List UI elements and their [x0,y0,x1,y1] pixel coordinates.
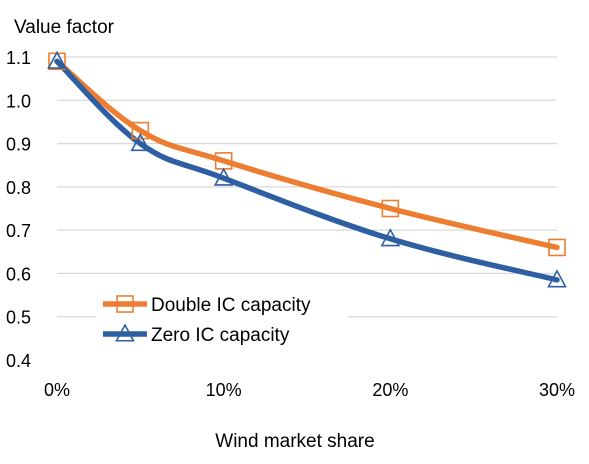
y-tick-label: 1.1 [6,48,31,68]
y-tick-label: 0.7 [6,221,31,241]
x-axis-label: Wind market share [215,431,374,452]
data-point-marker [213,167,234,186]
legend-marker [116,295,134,313]
data-point-marker [381,199,400,218]
y-tick-label: 0.5 [6,308,31,328]
data-point-marker [548,238,566,257]
legend-marker [115,323,135,342]
y-tick-label: 0.4 [6,351,31,371]
legend: Double IC capacity Zero IC capacity [96,287,348,353]
x-axis-ticks: 0% 10% 20% 30% [44,380,575,400]
series-line-2 [54,58,560,283]
series-lines [54,58,560,283]
legend-box [96,287,348,353]
legend-label: Double IC capacity [151,295,311,316]
data-point-marker [47,50,67,69]
data-point-marker [131,121,150,140]
y-axis-ticks: 0.4 0.5 0.6 0.7 0.8 0.9 1.0 1.1 [6,48,31,371]
x-tick-label: 20% [372,380,408,400]
y-tick-label: 0.9 [6,135,31,155]
y-tick-label: 1.0 [6,91,31,111]
x-tick-label: 0% [44,380,70,400]
x-tick-label: 30% [539,380,575,400]
y-tick-label: 0.8 [6,178,31,198]
series-line-1 [54,58,560,251]
series-markers [47,50,567,288]
x-tick-label: 10% [206,380,242,400]
legend-label: Zero IC capacity [151,325,290,346]
data-point-marker [130,132,151,152]
chart-title: Value factor [14,17,115,38]
y-tick-label: 0.6 [6,264,31,284]
data-point-marker [214,152,233,170]
data-point-marker [380,228,401,247]
data-point-marker [547,269,567,288]
